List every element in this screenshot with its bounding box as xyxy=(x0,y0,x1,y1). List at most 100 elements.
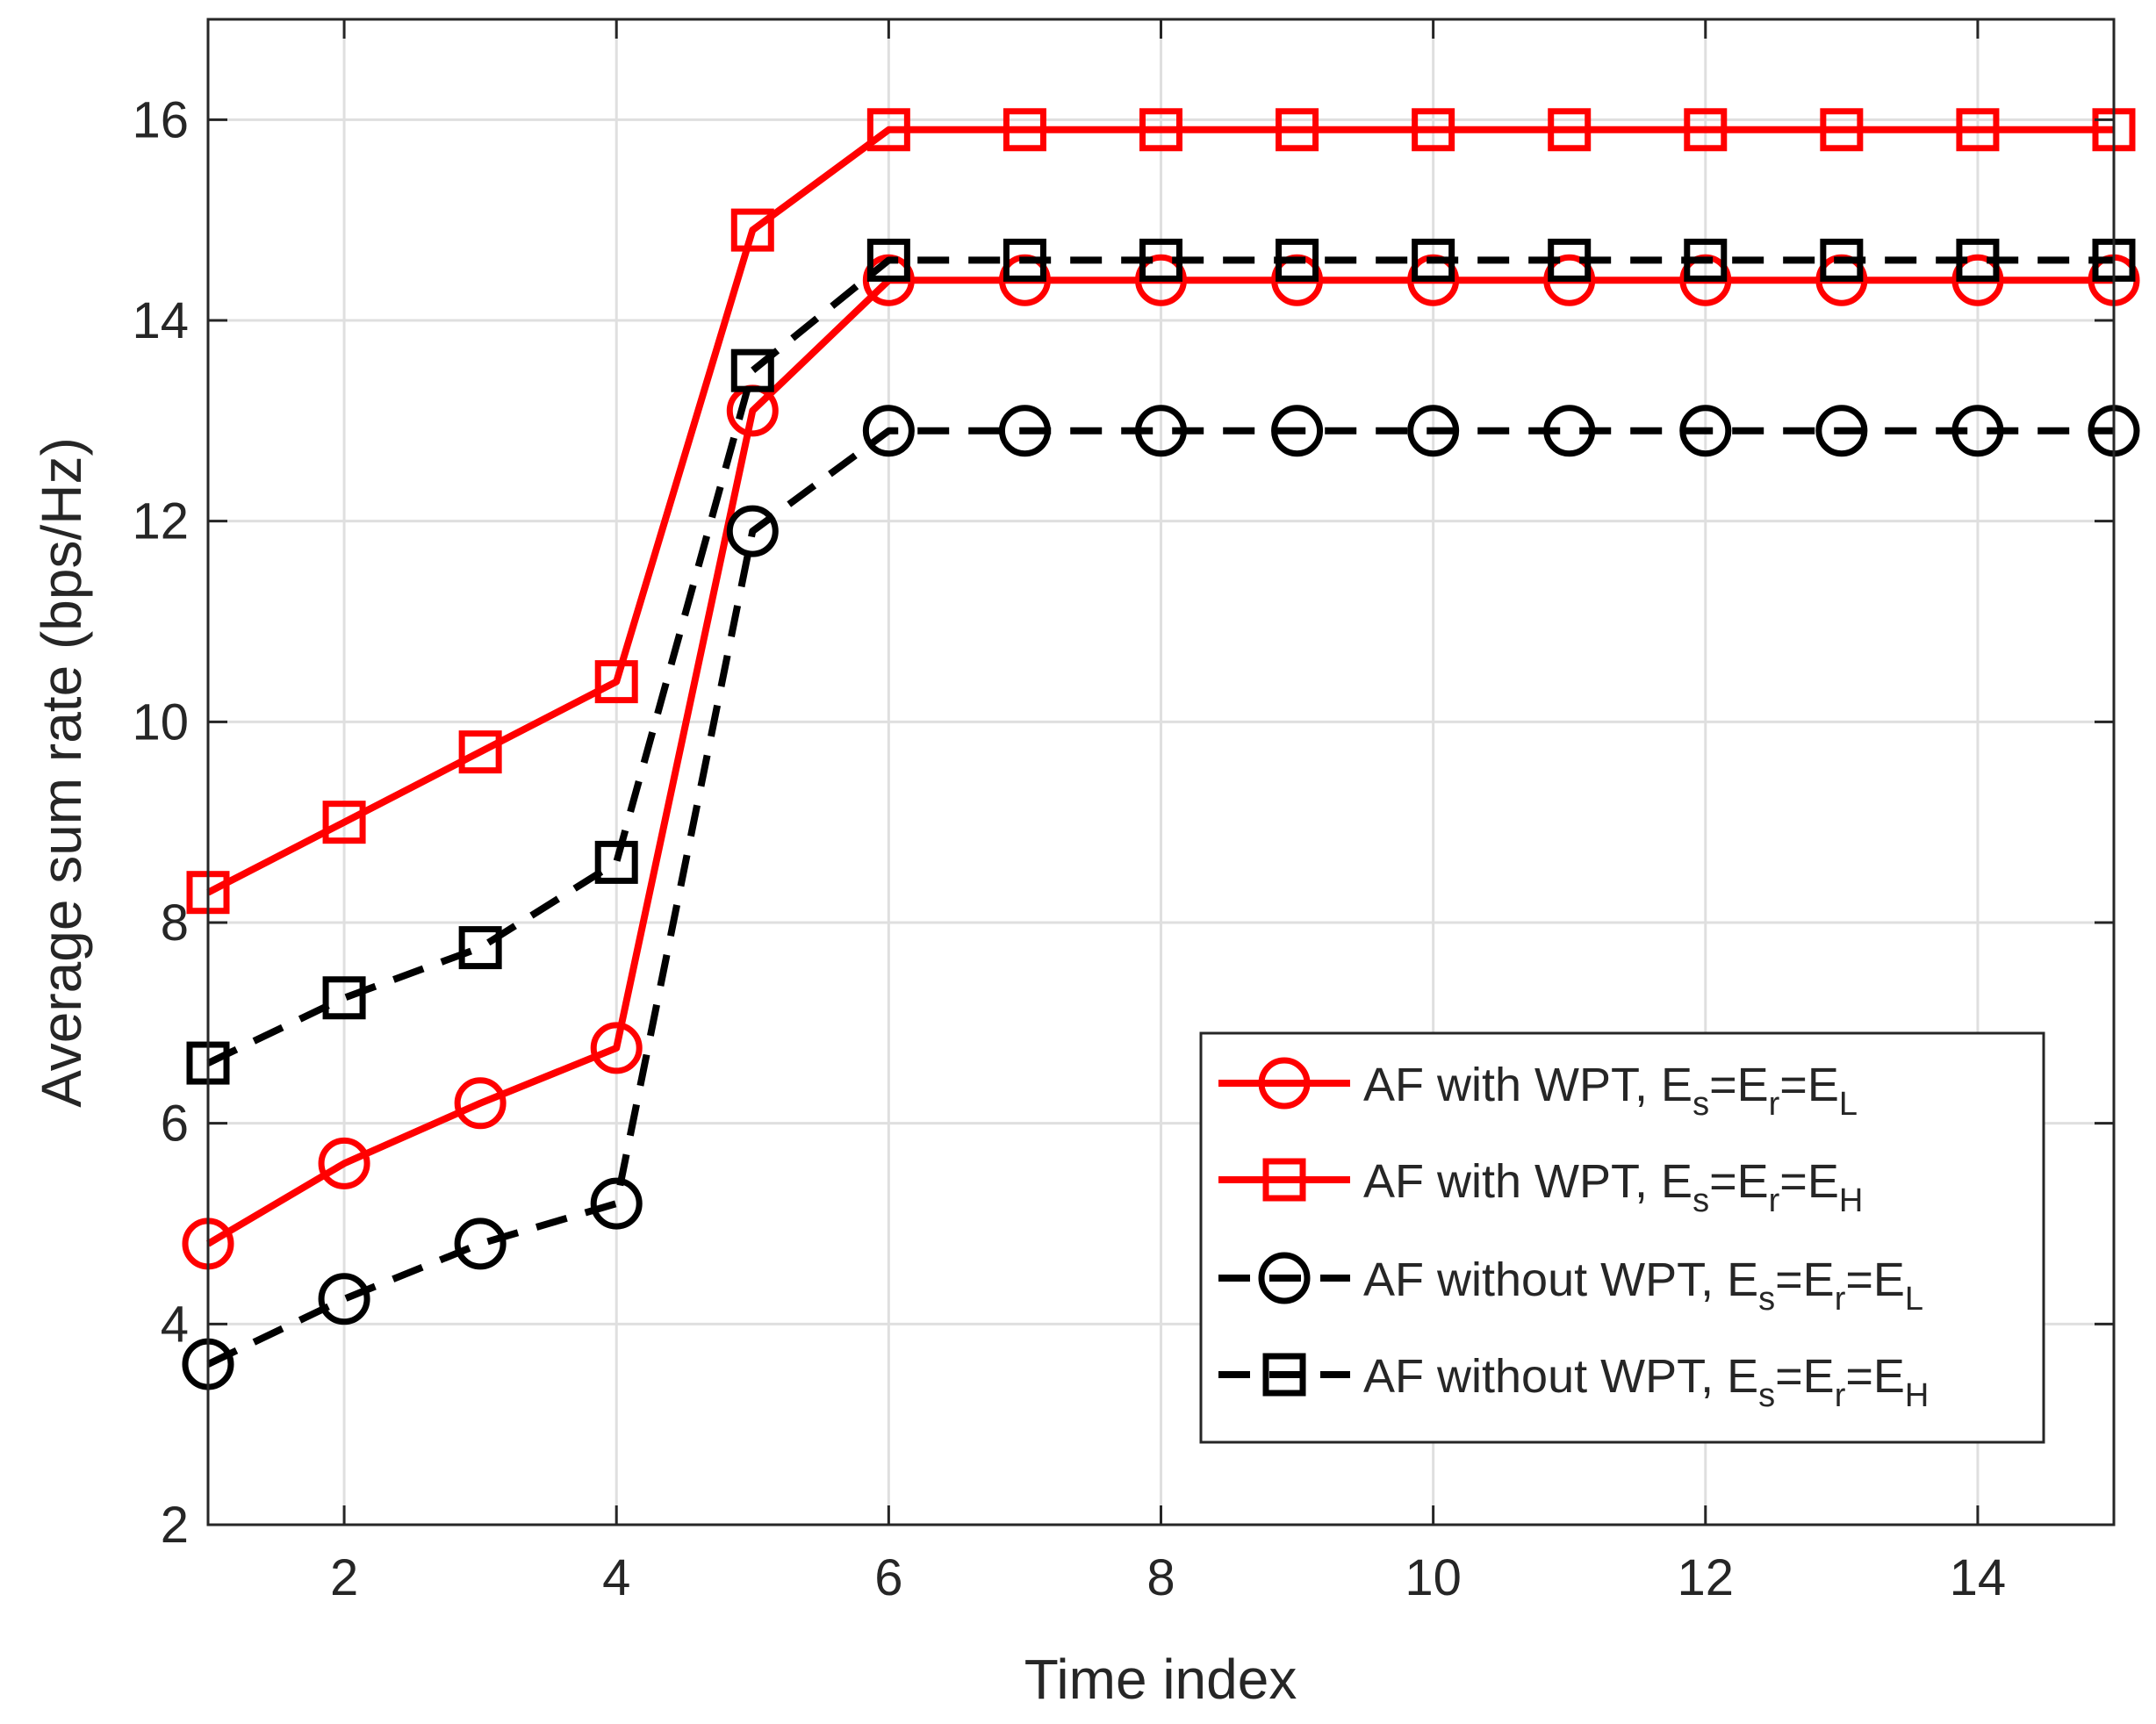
legend-label: AF with WPT, Es=Er=EH xyxy=(1363,1155,1863,1219)
x-tick-label: 10 xyxy=(1405,1549,1462,1606)
data-point-marker xyxy=(1003,108,1046,152)
y-tick-label: 2 xyxy=(161,1497,189,1554)
data-point-marker xyxy=(1276,238,1319,282)
y-axis-title: Average sum rate (bps/Hz) xyxy=(30,437,93,1108)
legend-subscript: s xyxy=(1692,1182,1709,1219)
data-point-marker xyxy=(730,208,774,252)
data-point-marker xyxy=(1276,108,1319,152)
legend-subscript: r xyxy=(1769,1182,1780,1219)
data-point-marker xyxy=(730,348,774,392)
legend-subscript: s xyxy=(1758,1281,1775,1318)
series-line xyxy=(206,126,2114,896)
data-point-marker xyxy=(1543,254,1596,306)
data-point-marker xyxy=(726,505,779,557)
y-tick-label: 16 xyxy=(132,91,189,148)
legend-symbol: =E xyxy=(1779,1059,1839,1111)
series-line xyxy=(206,427,2114,1368)
legend-symbol: E xyxy=(1661,1155,1692,1208)
legend-symbol: =E xyxy=(1709,1155,1769,1208)
data-point-marker xyxy=(1271,405,1324,457)
data-point-marker xyxy=(594,660,638,704)
legend-symbol: =E xyxy=(1775,1350,1835,1403)
data-point-marker xyxy=(1412,238,1455,282)
data-point-marker xyxy=(1820,108,1864,152)
legend-marker xyxy=(1262,1158,1306,1202)
legend-entry-2: AF with WPT, Es=Er=EH xyxy=(1218,1155,1863,1219)
x-tick-label: 8 xyxy=(1146,1549,1175,1606)
data-point-marker xyxy=(1684,108,1728,152)
data-point-marker xyxy=(1548,108,1592,152)
x-tick-label: 4 xyxy=(602,1549,630,1606)
legend-prefix: AF without WPT, xyxy=(1363,1350,1727,1403)
legend-prefix: AF with WPT, xyxy=(1363,1155,1661,1208)
data-point-marker xyxy=(866,238,910,282)
data-point-marker xyxy=(318,1137,370,1189)
x-tick-label: 14 xyxy=(1950,1549,2007,1606)
data-point-marker xyxy=(1684,238,1728,282)
x-tick-label: 12 xyxy=(1678,1549,1735,1606)
data-point-marker xyxy=(322,801,366,844)
legend-label: AF without WPT, Es=Er=EL xyxy=(1363,1253,1923,1318)
data-point-marker xyxy=(1135,254,1187,306)
data-point-marker xyxy=(322,976,366,1020)
data-point-marker xyxy=(458,730,502,774)
ticks xyxy=(208,19,2114,1526)
legend-symbol: E xyxy=(1661,1059,1692,1111)
data-point-marker xyxy=(590,1177,643,1230)
data-point-marker xyxy=(454,1077,507,1130)
data-point-marker xyxy=(1135,405,1187,457)
legend-marker xyxy=(1262,1353,1306,1397)
legend-symbol: =E xyxy=(1775,1253,1835,1306)
data-point-marker xyxy=(1951,405,2004,457)
x-tick-label: 2 xyxy=(330,1549,358,1606)
data-point-marker xyxy=(998,405,1051,457)
legend-symbol: =E xyxy=(1845,1350,1905,1403)
y-tick-label: 10 xyxy=(132,693,189,751)
data-point-marker xyxy=(458,926,502,970)
legend-subscript: s xyxy=(1692,1086,1709,1123)
legend-marker xyxy=(1258,1057,1311,1110)
data-point-marker xyxy=(866,108,910,152)
data-point-marker xyxy=(454,1218,507,1270)
data-point-marker xyxy=(1412,108,1455,152)
legend-prefix: AF without WPT, xyxy=(1363,1253,1727,1306)
legend-symbol: E xyxy=(1727,1350,1758,1403)
legend-symbol: E xyxy=(1727,1253,1758,1306)
data-point-marker xyxy=(1956,238,2000,282)
legend-subscript: s xyxy=(1758,1377,1775,1414)
x-axis-title: Time index xyxy=(1024,1648,1297,1711)
legend-subscript: H xyxy=(1839,1182,1863,1219)
y-tick-label: 8 xyxy=(161,894,189,952)
legend-subscript: L xyxy=(1839,1086,1858,1123)
legend-prefix: AF with WPT, xyxy=(1363,1059,1661,1111)
data-point-marker xyxy=(594,840,638,884)
legend-subscript: r xyxy=(1769,1086,1780,1123)
data-point-marker xyxy=(1815,405,1868,457)
legend-label: AF without WPT, Es=Er=EH xyxy=(1363,1350,1929,1414)
data-point-marker xyxy=(1543,405,1596,457)
data-point-marker xyxy=(862,405,915,457)
tick-labels: 2 4 6 8 10 12 14 2 4 6 8 10 12 14 16 xyxy=(132,91,2006,1606)
legend-symbol: =E xyxy=(1845,1253,1905,1306)
data-point-marker xyxy=(1548,238,1592,282)
legend-label: AF with WPT, Es=Er=EL xyxy=(1363,1059,1858,1123)
data-point-marker xyxy=(590,1022,643,1074)
legend-symbol: =E xyxy=(1779,1155,1839,1208)
series-line xyxy=(206,256,2114,1067)
legend-subscript: L xyxy=(1905,1281,1923,1318)
legend-marker xyxy=(1258,1252,1311,1304)
legend-subscript: H xyxy=(1905,1377,1929,1414)
data-point-marker xyxy=(1679,405,1732,457)
data-point-marker xyxy=(318,1273,370,1325)
y-tick-label: 14 xyxy=(132,292,189,349)
data-point-marker xyxy=(1003,238,1046,282)
legend-entry-4: AF without WPT, Es=Er=EH xyxy=(1218,1350,1929,1414)
x-tick-label: 6 xyxy=(874,1549,902,1606)
series-2 xyxy=(186,108,2136,915)
data-point-marker xyxy=(1407,405,1460,457)
data-point-marker xyxy=(1820,238,1864,282)
legend-subscript: r xyxy=(1835,1281,1846,1318)
legend-subscript: r xyxy=(1835,1377,1846,1414)
